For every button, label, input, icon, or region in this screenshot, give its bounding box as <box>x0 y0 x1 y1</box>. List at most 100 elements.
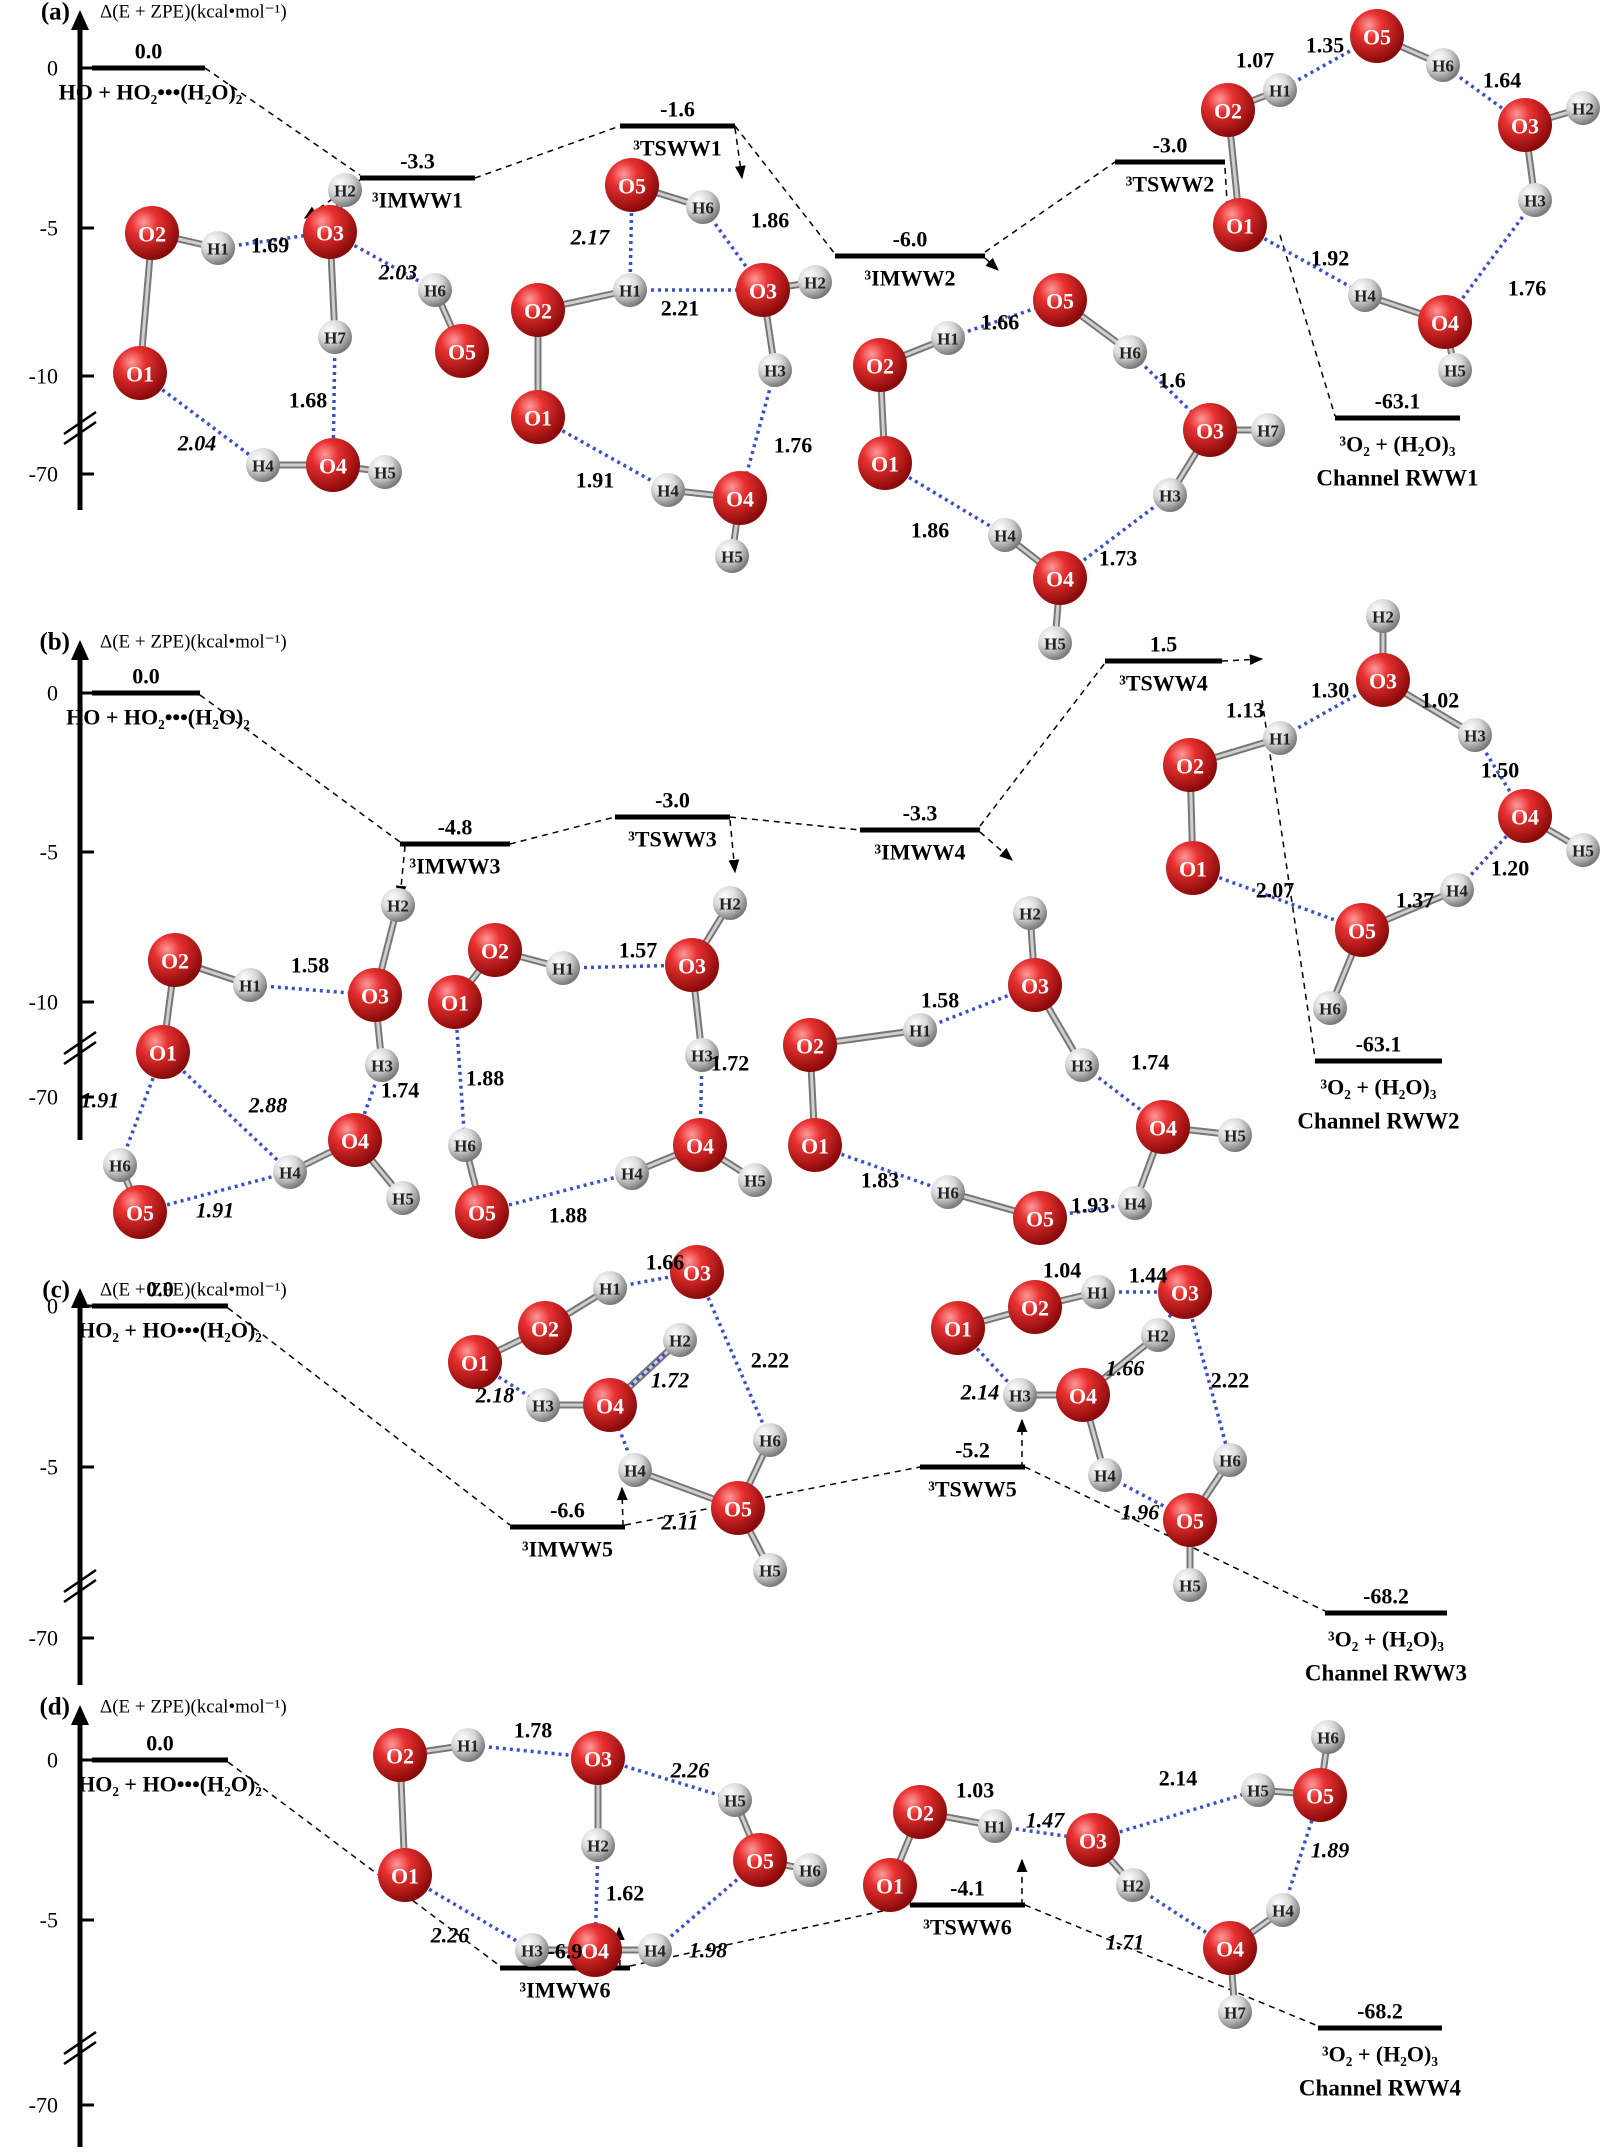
hydrogen-atom <box>1263 721 1297 755</box>
species-label: HO₂ + HO•••(H₂O)₂ <box>78 1772 262 1797</box>
hydrogen-bond <box>1132 1883 1231 1950</box>
atom-label: H4 <box>657 482 679 501</box>
atom-label: H6 <box>454 1137 476 1156</box>
oxygen-atom <box>1066 1813 1120 1867</box>
bond-distance: 2.22 <box>1211 1368 1250 1393</box>
energy-value: -1.6 <box>660 97 695 122</box>
panel-letter: (b) <box>39 629 70 656</box>
axis-arrow-head <box>71 1288 89 1308</box>
hydrogen-atom <box>365 1048 399 1082</box>
hydrogen-bond <box>1192 866 1363 932</box>
bond-distance: 1.20 <box>1491 856 1530 881</box>
axis-break <box>63 410 97 436</box>
atom-label: H3 <box>1159 487 1181 506</box>
atom-label: H7 <box>1257 422 1279 441</box>
atom-label: O1 <box>441 991 469 1016</box>
atom-label: O2 <box>138 222 166 247</box>
bond-distance: 1.47 <box>1026 1808 1066 1833</box>
bond-distance: 1.57 <box>619 938 658 963</box>
oxygen-atom <box>858 436 912 490</box>
atom-label: O5 <box>1363 25 1391 50</box>
hydrogen-atom <box>368 455 402 489</box>
bond-distance: 1.76 <box>774 433 813 458</box>
oxygen-atom <box>1008 958 1062 1012</box>
atom-label: H1 <box>1087 1284 1109 1303</box>
bond-distance: 1.30 <box>1311 678 1350 703</box>
atom-label: O1 <box>391 1864 419 1889</box>
atom-label: O3 <box>1196 419 1224 444</box>
energy-value: -68.2 <box>1357 1999 1403 2024</box>
hydrogen-atom <box>1153 478 1187 512</box>
hydrogen-bond <box>1183 1291 1232 1461</box>
reaction-path-dash <box>509 816 616 845</box>
hydrogen-atom <box>448 1128 482 1162</box>
hydrogen-bond <box>329 230 436 292</box>
atom-label: H6 <box>759 1432 781 1451</box>
oxygen-atom <box>1335 903 1389 957</box>
atom-label: O4 <box>596 1394 624 1419</box>
oxygen-atom <box>1158 1265 1212 1319</box>
atom-label: H5 <box>721 548 743 567</box>
hydrogen-atom <box>793 1853 827 1887</box>
atom-label: O5 <box>126 1201 154 1226</box>
oxygen-atom <box>1418 295 1472 349</box>
bond-distance: 1.73 <box>1099 546 1138 571</box>
atom-label: H3 <box>691 1047 713 1066</box>
hydrogen-atom <box>718 1783 752 1817</box>
atom-label: H5 <box>374 464 396 483</box>
reaction-path-dash <box>474 125 621 179</box>
atom-label: O3 <box>1021 974 1049 999</box>
atom-label: O2 <box>524 299 552 324</box>
bond-distance: 1.72 <box>711 1051 750 1076</box>
oxygen-atom <box>136 1025 190 1079</box>
atom-label: O4 <box>341 1129 369 1154</box>
reaction-path-dash <box>227 1307 511 1526</box>
bond-distance: 1.74 <box>1131 1050 1170 1075</box>
hydrogen-bond <box>653 1858 762 1952</box>
bond-distance: 1.92 <box>1311 246 1350 271</box>
bond-distance: 1.89 <box>1311 1838 1350 1863</box>
oxygen-atom <box>1163 738 1217 792</box>
atom-label: H5 <box>724 1792 746 1811</box>
oxygen-atom <box>1203 1921 1257 1975</box>
atom-label: H4 <box>624 1462 646 1481</box>
channel-label: Channel RWW3 <box>1305 1661 1467 1686</box>
bond-distance: 1.62 <box>606 1881 645 1906</box>
bond-distance: 2.21 <box>661 296 700 321</box>
axis-tick-label: -5 <box>40 840 58 865</box>
bond-distance: 1.91 <box>196 1198 235 1223</box>
axis-tick-label: -5 <box>40 1455 58 1480</box>
bond-distance: 1.88 <box>466 1066 505 1091</box>
atom-label: O3 <box>1079 1829 1107 1854</box>
atom-label: O2 <box>1176 754 1204 779</box>
oxygen-atom <box>1013 1191 1067 1245</box>
species-label: ³IMWW5 <box>522 1537 613 1562</box>
bond-distance: 1.44 <box>1129 1263 1168 1288</box>
bond-distance: 1.03 <box>956 1778 995 1803</box>
axis-break <box>63 1578 97 1604</box>
atom-label: H2 <box>719 895 741 914</box>
axis-break <box>63 1568 97 1594</box>
atom-label: H1 <box>1269 82 1291 101</box>
atom-label: O3 <box>361 984 389 1009</box>
atom-label: O2 <box>1021 1296 1049 1321</box>
bond-distance: 1.91 <box>81 1088 120 1113</box>
atom-label: H2 <box>1147 1327 1169 1346</box>
atom-label: H3 <box>532 1397 554 1416</box>
energy-value: -4.1 <box>950 1876 985 1901</box>
atom-label: O2 <box>531 1317 559 1342</box>
energy-value: 0.0 <box>132 664 160 689</box>
axis-tick-label: -70 <box>29 1085 58 1110</box>
atom-label: O2 <box>161 949 189 974</box>
atom-label: H2 <box>387 897 409 916</box>
hydrogen-atom <box>1218 1118 1252 1152</box>
bond-distance: 1.07 <box>1236 48 1275 73</box>
reaction-path-dash <box>979 831 1014 861</box>
species-label: ³TSWW1 <box>633 136 722 161</box>
atom-label: O4 <box>686 1134 714 1159</box>
atom-label: O2 <box>386 1744 414 1769</box>
oxygen-atom <box>306 438 360 492</box>
atom-label: O5 <box>1176 1509 1204 1534</box>
oxygen-atom <box>673 1118 727 1172</box>
reaction-path-dash <box>734 127 746 180</box>
